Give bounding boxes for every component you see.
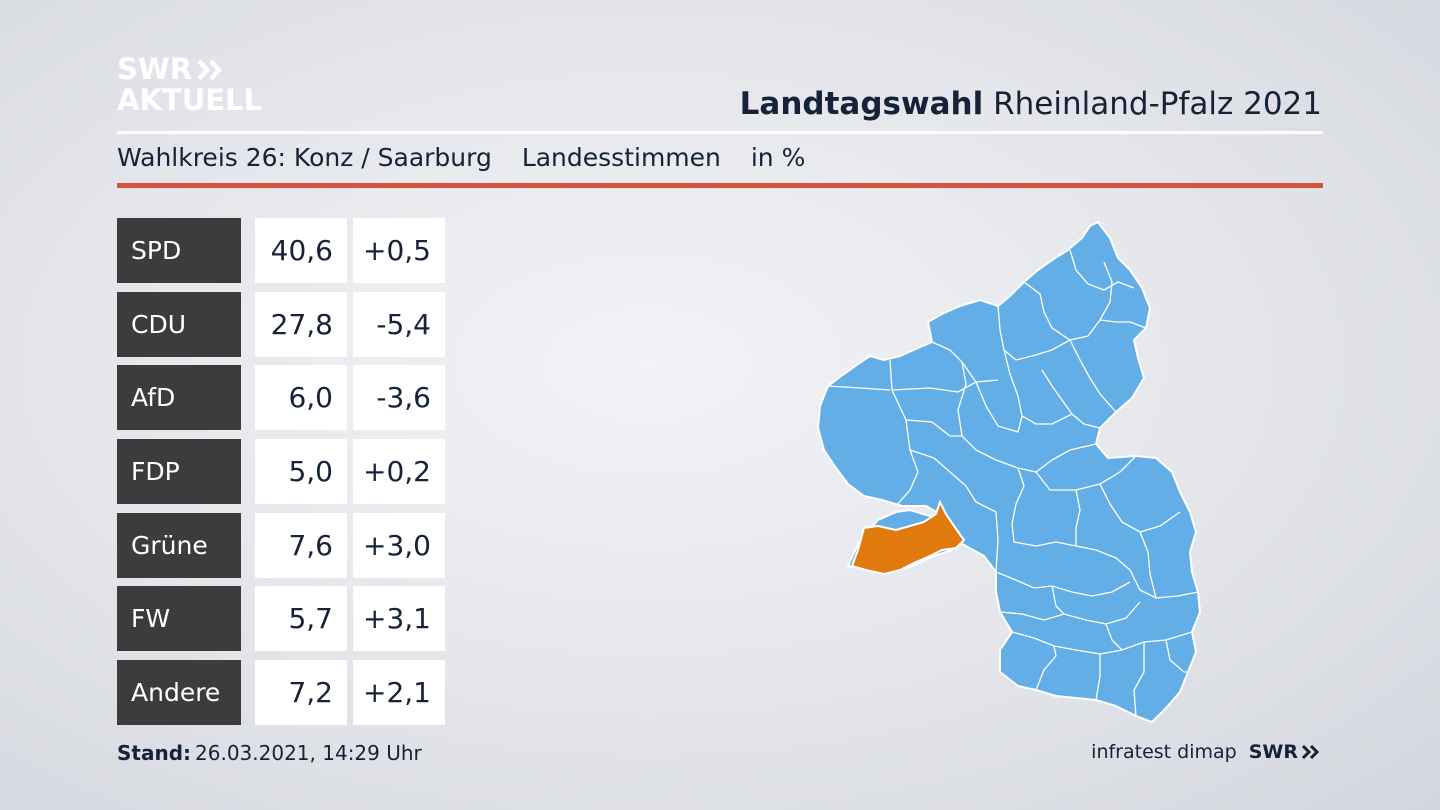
vote-change: +3,1: [353, 586, 445, 652]
source-label: infratest dimap: [1091, 741, 1237, 763]
vote-change: +2,1: [353, 660, 445, 726]
vote-share: 7,6: [255, 512, 347, 578]
swr-brand: SWR: [1249, 741, 1322, 763]
logo-line-1: SWR: [117, 52, 193, 86]
result-row-afd: AfD 6,0 -3,6: [117, 365, 451, 431]
state-outline: [816, 220, 1202, 724]
result-row-cdu: CDU 27,8 -5,4: [117, 291, 451, 357]
swr-brand-text: SWR: [1248, 741, 1298, 763]
vote-share: 6,0: [255, 365, 347, 431]
result-row-fw: FW 5,7 +3,1: [117, 586, 451, 652]
subtitle-district: Wahlkreis 26: Konz / Saarburg: [117, 143, 492, 172]
vote-change: -3,6: [353, 365, 445, 431]
timestamp: Stand: 26.03.2021, 14:29 Uhr: [117, 741, 422, 765]
party-label: Grüne: [117, 512, 241, 578]
subtitle-unit: in %: [750, 143, 806, 172]
vote-share: 5,7: [255, 586, 347, 652]
party-label: AfD: [117, 365, 241, 431]
title-bold: Landtagswahl: [739, 86, 984, 122]
result-row-andere: Andere 7,2 +2,1: [117, 660, 451, 726]
double-chevron-icon: [1301, 744, 1320, 760]
vote-change: +0,5: [353, 218, 445, 283]
vote-share: 40,6: [255, 218, 347, 283]
highlighted-district-konz-saarburg: [850, 499, 966, 576]
result-row-gruene: Grüne 7,6 +3,0: [117, 512, 451, 578]
result-row-fdp: FDP 5,0 +0,2: [117, 439, 451, 505]
vote-share: 27,8: [255, 291, 347, 357]
page-title: Landtagswahl Rheinland-Pfalz 2021: [740, 86, 1322, 122]
district-borders: [827, 249, 1199, 717]
source-credit: infratest dimap SWR: [1091, 741, 1322, 763]
stand-value: 26.03.2021, 14:29 Uhr: [195, 741, 422, 765]
subtitle-type: Landesstimmen: [521, 143, 721, 172]
stand-label: Stand:: [117, 741, 192, 765]
vote-change: -5,4: [353, 291, 445, 357]
accent-divider: [117, 183, 1323, 188]
title-rest: Rheinland-Pfalz 2021: [993, 86, 1322, 122]
vote-change: +0,2: [353, 439, 445, 505]
vote-share: 5,0: [255, 439, 347, 505]
party-label: FDP: [117, 439, 241, 505]
double-chevron-icon: [197, 59, 223, 80]
title-divider: [117, 131, 1323, 134]
vote-share: 7,2: [255, 660, 347, 726]
result-row-spd: SPD 40,6 +0,5: [117, 218, 451, 283]
party-label: SPD: [117, 218, 241, 283]
vote-change: +3,0: [353, 512, 445, 578]
logo-line-2: AKTUELL: [117, 83, 263, 117]
results-table: SPD 40,6 +0,5 CDU 27,8 -5,4 AfD 6,0 -3,6…: [117, 218, 451, 734]
party-label: Andere: [117, 660, 241, 726]
party-label: CDU: [117, 291, 241, 357]
subtitle: Wahlkreis 26: Konz / Saarburg Landesstim…: [117, 143, 827, 172]
party-label: FW: [117, 586, 241, 652]
rlp-district-map: [816, 220, 1202, 724]
swr-aktuell-logo: SWR AKTUELL: [117, 54, 262, 116]
